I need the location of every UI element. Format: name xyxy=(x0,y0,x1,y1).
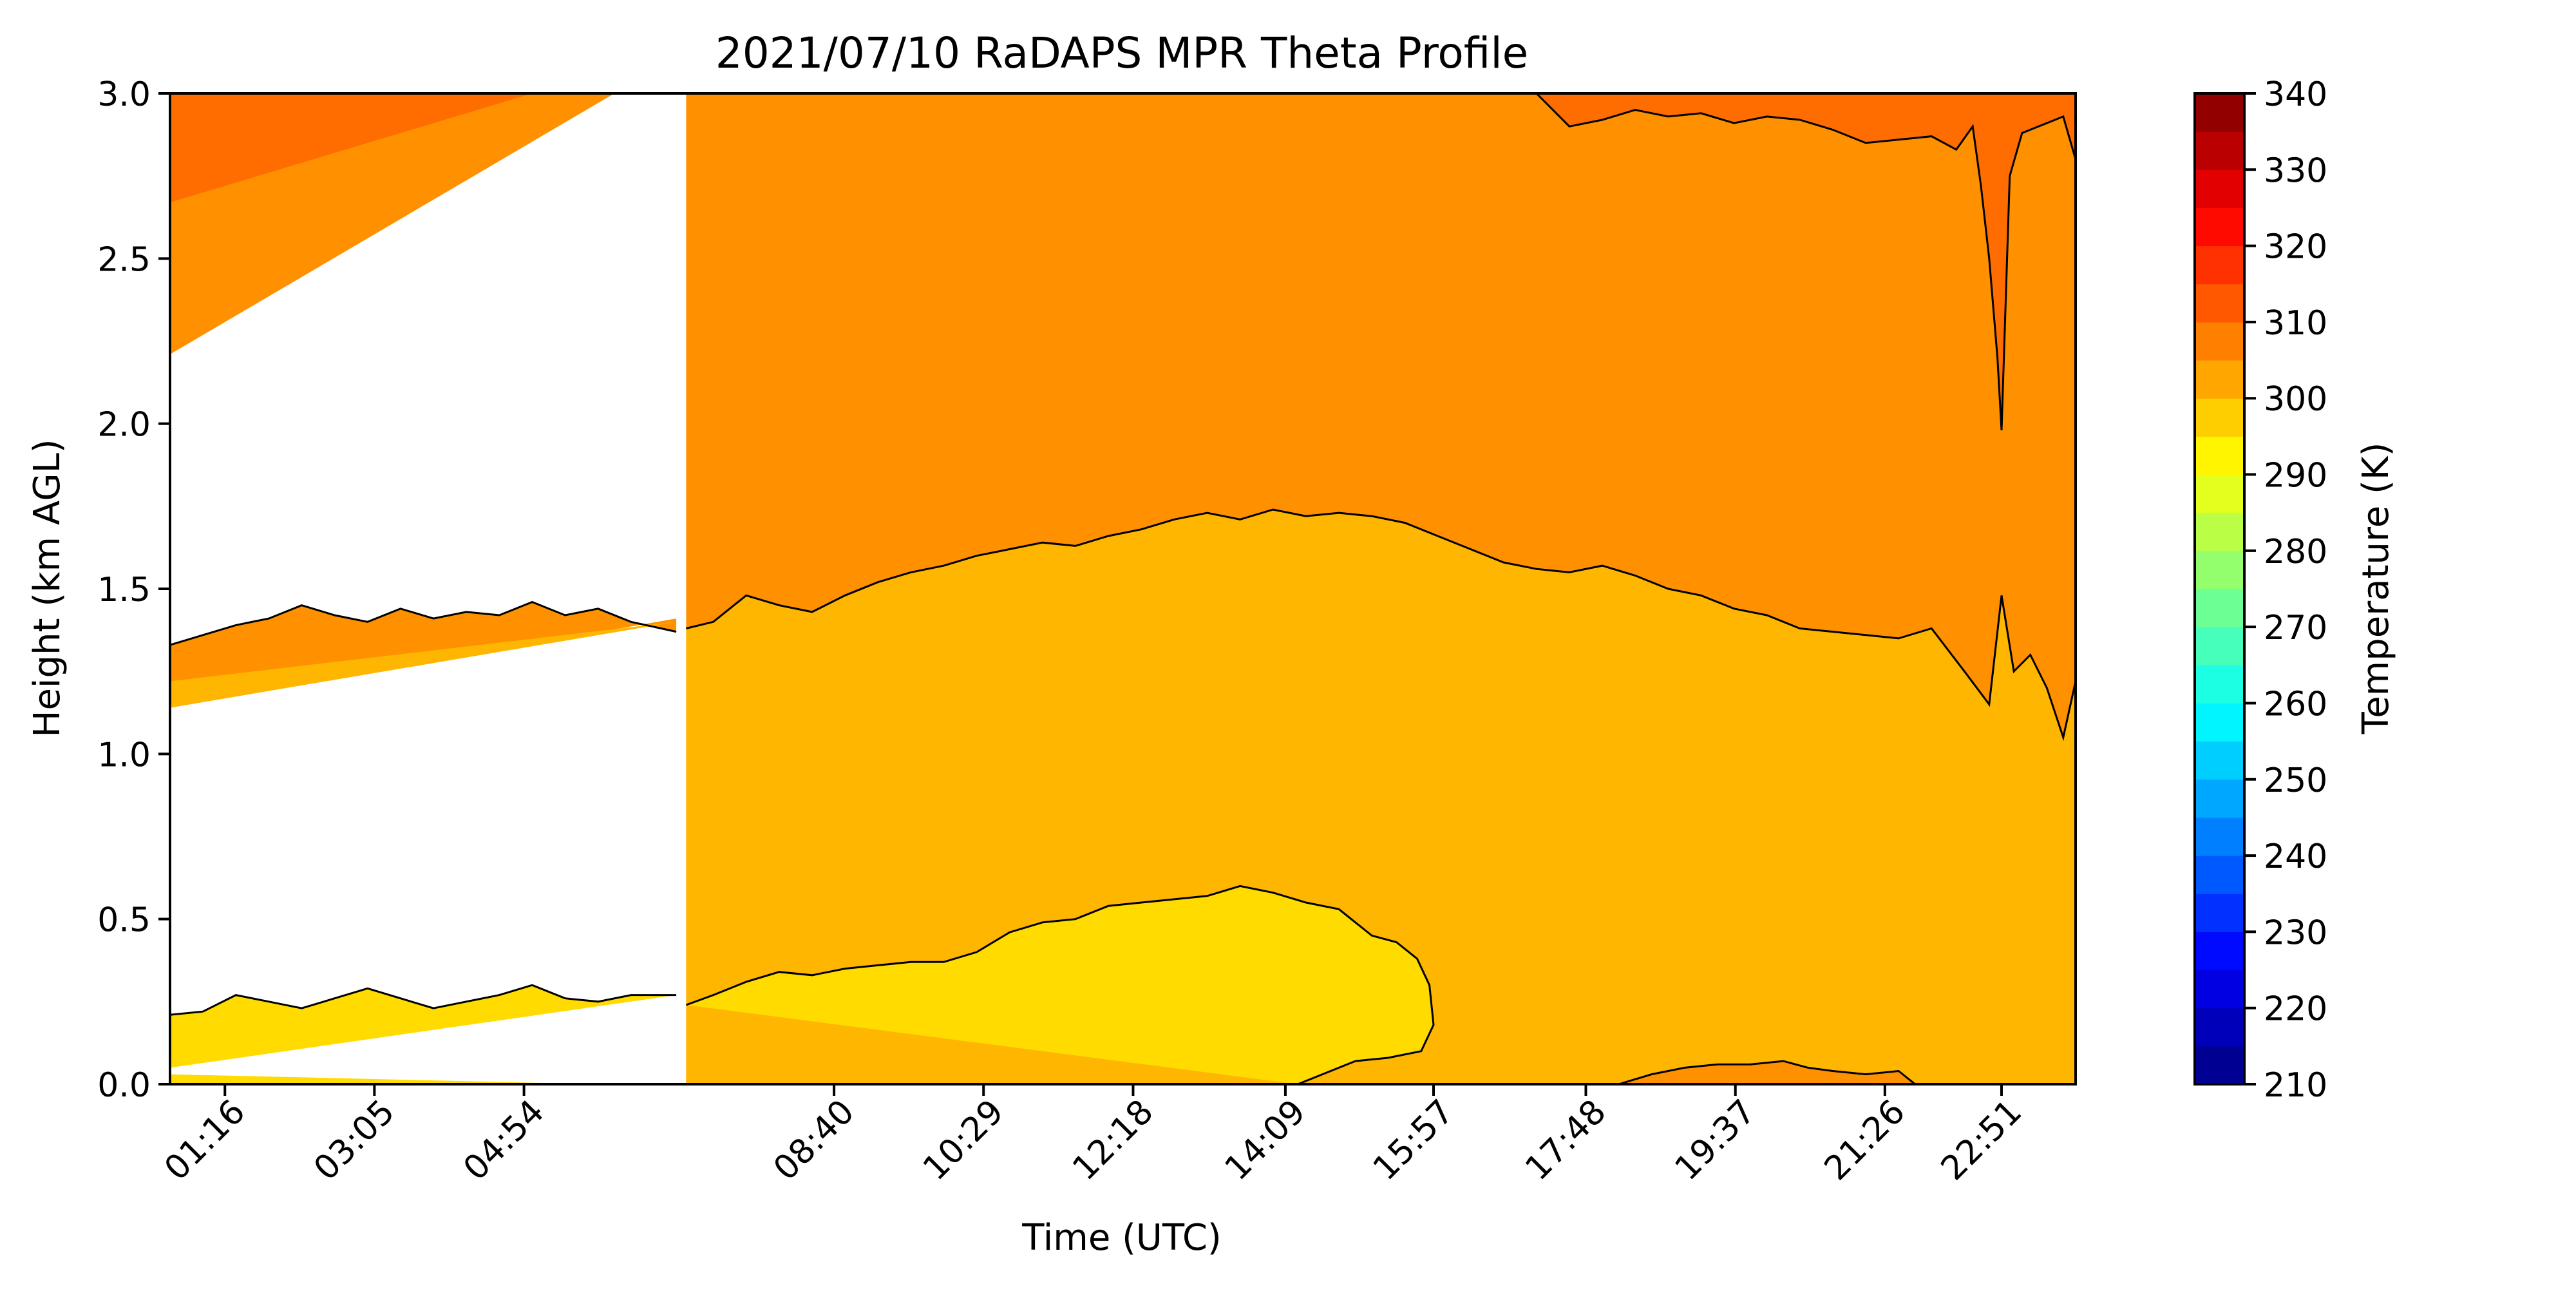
contour-line-305 xyxy=(1618,1060,1916,1085)
colorbar: 210 220 230 240 250 260 270 280 290 300 310 320 330 3… xyxy=(2193,75,2327,1105)
x-tick-label: 04:54 xyxy=(456,1093,551,1188)
contour-line-300 xyxy=(685,885,1435,1085)
x-tick-label: 15:57 xyxy=(1366,1093,1461,1188)
colorbar-segment xyxy=(2195,169,2244,208)
colorbar-segment xyxy=(2195,932,2244,971)
chart-title: 2021/07/10 RaDAPS MPR Theta Profile xyxy=(715,28,1529,78)
y-tick-label: 0.0 xyxy=(97,1066,151,1105)
colorbar-segment xyxy=(2195,779,2244,818)
fill-band-300-305 xyxy=(170,622,677,708)
contour-fill-group xyxy=(170,93,2076,1084)
colorbar-segment xyxy=(2195,131,2244,170)
x-tick-label: 19:37 xyxy=(1667,1093,1763,1188)
colorbar-tick-label: 300 xyxy=(2264,380,2327,419)
colorbar-segment xyxy=(2195,703,2244,742)
colorbar-segment xyxy=(2195,512,2244,551)
colorbar-segment xyxy=(2195,970,2244,1009)
x-tick-label: 10:29 xyxy=(916,1093,1011,1188)
colorbar-tick-label: 230 xyxy=(2264,913,2327,952)
colorbar-segment xyxy=(2195,360,2244,399)
colorbar-segment xyxy=(2195,627,2244,665)
y-axis-label: Height (km AGL) xyxy=(26,439,68,737)
colorbar-tick-label: 320 xyxy=(2264,228,2327,267)
colorbar-segment xyxy=(2195,474,2244,513)
contour-line-310 xyxy=(1535,92,2077,430)
contour-line-group xyxy=(169,92,2077,1085)
y-tick-label: 2.0 xyxy=(97,406,151,445)
fill-band-305-310 xyxy=(1618,1061,1915,1084)
fill-band-295-300 xyxy=(170,1074,598,1084)
colorbar-segment xyxy=(2195,1008,2244,1047)
x-tick-label: 12:18 xyxy=(1065,1093,1160,1188)
colorbar-segment xyxy=(2195,283,2244,323)
colorbar-tick-label: 280 xyxy=(2264,533,2327,571)
y-tick-label: 1.5 xyxy=(97,571,151,609)
x-axis-label: Time (UTC) xyxy=(1021,1217,1222,1259)
x-tick-label: 14:09 xyxy=(1218,1093,1313,1188)
colorbar-segment xyxy=(2195,665,2244,703)
contour-line-305 xyxy=(686,508,2077,741)
colorbar-frame xyxy=(2193,92,2246,1085)
x-tick-label: 21:26 xyxy=(1817,1093,1913,1188)
x-tick-label: 17:48 xyxy=(1518,1093,1613,1188)
colorbar-segment xyxy=(2195,245,2244,285)
y-tick-label: 1.0 xyxy=(97,736,151,774)
colorbar-segment xyxy=(2195,321,2244,361)
y-tick-label: 3.0 xyxy=(97,75,151,114)
colorbar-segment xyxy=(2195,398,2244,437)
colorbar-segment xyxy=(2195,589,2244,627)
colorbar-tick-label: 270 xyxy=(2264,609,2327,647)
colorbar-segment xyxy=(2195,1046,2244,1085)
x-tick-label: 08:40 xyxy=(766,1093,862,1188)
colorbar-tick-label: 210 xyxy=(2264,1066,2327,1105)
x-tick-label: 22:51 xyxy=(1934,1093,2029,1188)
y-tick-label: 2.5 xyxy=(97,240,151,279)
fill-band-310-315 xyxy=(170,93,533,203)
colorbar-segment xyxy=(2195,436,2244,475)
fill-band-310-315 xyxy=(1536,93,2076,430)
y-tick-label: 0.5 xyxy=(97,901,151,940)
colorbar-label: Temperature (K) xyxy=(2355,443,2397,735)
colorbar-tick-label: 310 xyxy=(2264,304,2327,343)
colorbar-tick-label: 330 xyxy=(2264,151,2327,190)
colorbar-segment xyxy=(2195,207,2244,247)
x-tick-label: 01:16 xyxy=(157,1093,252,1188)
fill-band-295-300 xyxy=(170,985,677,1068)
colorbar-tick-label: 250 xyxy=(2264,761,2327,800)
colorbar-segment xyxy=(2195,741,2244,780)
colorbar-segment xyxy=(2195,856,2244,894)
fill-band-295-300 xyxy=(686,886,1434,1084)
colorbar-tick-label: 340 xyxy=(2264,75,2327,114)
colorbar-segment xyxy=(2195,93,2244,132)
colorbar-segment xyxy=(2195,817,2244,856)
colorbar-tick-label: 240 xyxy=(2264,837,2327,876)
colorbar-tick-label: 220 xyxy=(2264,990,2327,1029)
contour-line-300 xyxy=(169,984,677,1016)
colorbar-segment xyxy=(2195,550,2244,589)
x-tick-label: 03:05 xyxy=(307,1093,402,1188)
colorbar-tick-label: 260 xyxy=(2264,685,2327,723)
contour-line-305 xyxy=(169,600,677,646)
colorbar-segment xyxy=(2195,894,2244,932)
colorbar-tick-label: 290 xyxy=(2264,457,2327,495)
